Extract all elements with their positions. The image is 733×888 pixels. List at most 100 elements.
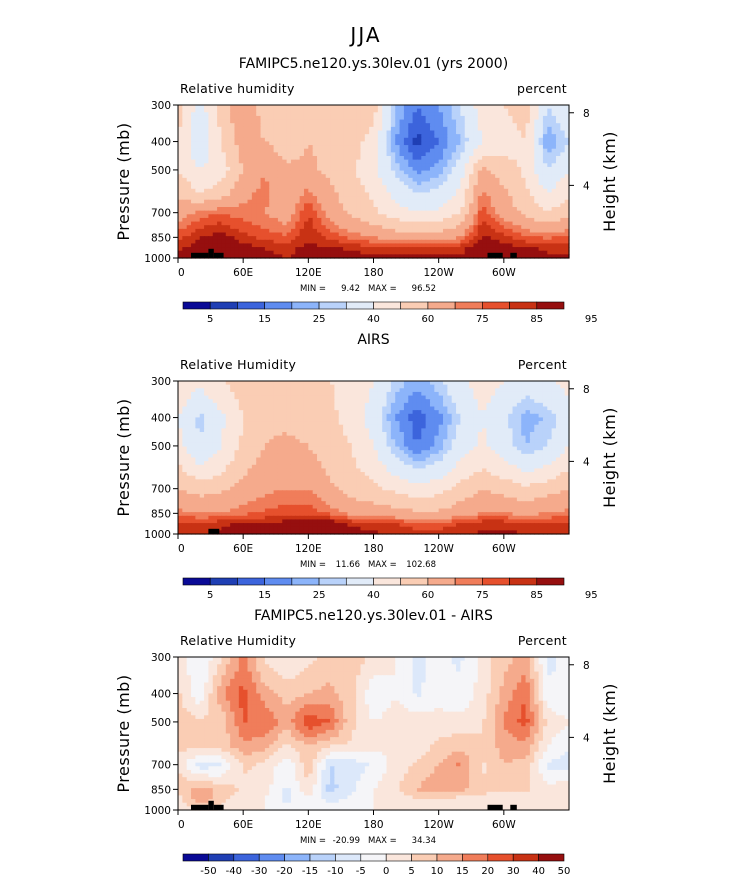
field-cell — [351, 399, 357, 404]
field-cell — [534, 381, 540, 386]
field-cell — [521, 174, 527, 179]
field-cell — [551, 203, 557, 208]
field-cell — [534, 134, 540, 139]
field-cell — [199, 156, 205, 161]
field-cell — [477, 228, 483, 234]
field-cell — [286, 199, 292, 204]
colorbar-box — [509, 301, 538, 310]
field-cell — [473, 399, 479, 404]
field-cell — [273, 421, 279, 426]
field-cell — [555, 203, 561, 208]
field-cell — [551, 221, 557, 226]
field-cell — [334, 391, 340, 397]
field-cell — [308, 214, 314, 219]
field-cell — [373, 130, 379, 135]
field-cell — [425, 203, 431, 208]
field-cell — [277, 115, 283, 121]
field-cell — [230, 239, 236, 245]
field-cell — [499, 112, 505, 117]
field-cell — [256, 119, 262, 124]
field-cell — [204, 163, 210, 168]
field-cell — [247, 236, 253, 241]
field-cell — [230, 130, 236, 135]
field-cell — [495, 381, 501, 386]
field-cell — [508, 177, 514, 183]
field-cell — [282, 395, 288, 400]
field-cell — [277, 236, 283, 241]
field-cell — [334, 243, 340, 248]
field-cell — [490, 123, 496, 128]
field-cell — [308, 384, 314, 389]
field-cell — [508, 247, 514, 252]
x-tick-label: 180 — [363, 267, 383, 279]
field-cell — [243, 108, 249, 113]
field-cell — [225, 203, 231, 208]
field-cell — [525, 174, 531, 179]
field-cell — [334, 247, 340, 252]
field-cell — [416, 391, 422, 397]
field-cell — [364, 137, 370, 143]
field-cell — [503, 250, 509, 255]
field-cell — [308, 406, 314, 411]
field-cell — [212, 141, 218, 146]
field-cell — [473, 159, 479, 164]
field-cell — [434, 228, 440, 234]
field-cell — [290, 115, 296, 121]
field-cell — [208, 391, 214, 397]
field-cell — [382, 156, 388, 161]
field-cell — [251, 141, 257, 146]
field-cell — [217, 243, 223, 248]
field-cell — [269, 199, 275, 204]
field-cell — [451, 159, 457, 164]
field-cell — [386, 250, 392, 255]
field-cell — [186, 134, 192, 139]
field-cell — [408, 119, 414, 124]
field-cell — [512, 170, 518, 175]
field-cell — [547, 388, 553, 393]
field-cell — [373, 203, 379, 208]
field-cell — [529, 152, 535, 157]
field-cell — [234, 108, 240, 113]
field-cell — [482, 203, 488, 208]
field-cell — [243, 402, 249, 408]
field-cell — [212, 413, 218, 419]
field-cell — [364, 185, 370, 190]
field-cell — [555, 391, 561, 397]
field-cell — [412, 112, 418, 117]
terrain-block — [191, 252, 209, 258]
field-cell — [312, 228, 318, 234]
field-cell — [434, 236, 440, 241]
field-cell — [447, 177, 453, 183]
field-cell — [403, 243, 409, 248]
field-cell — [486, 391, 492, 397]
field-cell — [551, 108, 557, 113]
field-cell — [338, 188, 344, 194]
field-cell — [443, 247, 448, 252]
field-cell — [490, 399, 496, 404]
field-cell — [425, 141, 431, 146]
colorbar-box — [182, 301, 211, 310]
field-cell — [560, 247, 566, 252]
field-cell — [290, 159, 296, 164]
field-cell — [386, 424, 392, 429]
field-cell — [547, 185, 553, 190]
field-cell — [247, 188, 253, 194]
field-cell — [204, 181, 210, 186]
field-cell — [538, 381, 544, 386]
field-cell — [503, 254, 509, 259]
field-cell — [347, 210, 353, 215]
field-cell — [364, 207, 370, 212]
field-cell — [343, 112, 349, 117]
field-cell — [534, 254, 540, 259]
field-cell — [525, 203, 531, 208]
field-cell — [412, 159, 418, 164]
field-cell — [238, 395, 244, 400]
field-cell — [217, 148, 223, 153]
field-cell — [547, 166, 553, 172]
field-cell — [225, 199, 231, 204]
field-cell — [460, 130, 466, 135]
field-cell — [408, 134, 414, 139]
field-cell — [538, 207, 544, 212]
field-cell — [182, 188, 188, 194]
field-cell — [555, 177, 561, 183]
